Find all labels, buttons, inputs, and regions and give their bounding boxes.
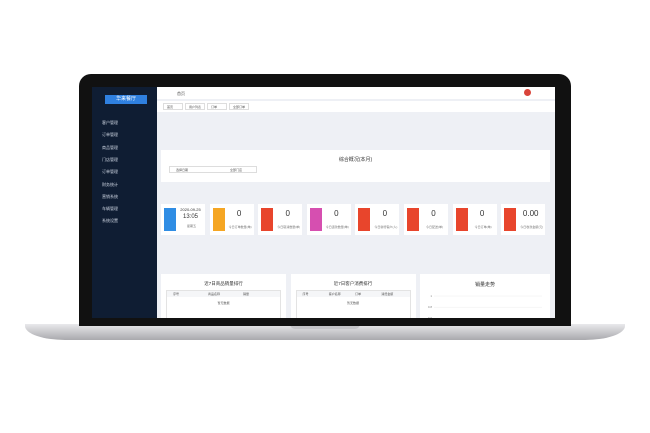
column-header: 客户名称 [328,292,341,296]
menu-item[interactable]: 订单管理 [102,132,118,138]
stat-card: 2020-09-25 13:05 星期五 [161,204,205,235]
stat-card: 0 今日配送(单) [404,204,448,235]
sidebar: 华来餐厅 客户管理 订单管理 商品管理 门店管理 订单管理 财务统计 营销系统 车辆管理 系统设… [92,87,157,318]
y-tick-label: 1 [430,294,432,298]
stat-label: 今日新增客户(人) [374,225,398,229]
stat-card: 0 今日取消数量(单) [258,204,303,235]
stat-value: 0 [285,209,290,218]
empty-text: 暂无数据 [346,301,359,305]
stat-value: 0 [479,209,485,218]
stat-value: 0.00 [522,209,539,218]
stat-card: 0 今日新增客户(人) [355,204,400,235]
table: 序号 客户名称 订单 消费金额暂无数据 [295,290,411,318]
filter-label: 全部门店 [230,168,243,172]
menu-item[interactable]: 系统设置 [102,218,118,224]
chart-title: 销量走势 [474,282,495,288]
stat-icon [309,208,322,231]
top-bar: 首页 [157,87,555,99]
stat-label: 今日取消数量(单) [277,225,301,229]
laptop-base [25,324,625,340]
stat-date: 2020-09-25 [180,207,201,212]
stat-icon [212,208,225,231]
y-tick-label: 0.6 [428,316,433,318]
menu-item[interactable]: 财务统计 [102,181,118,187]
table-header: 序号 商品名称 销量 [167,291,280,297]
stat-icon [358,208,371,231]
table-panel: 近7日商品销量排行序号商品名称销量暂无数据查看更多 [161,274,286,318]
overview-title: 综合概况(本月) [338,157,373,163]
stat-icon [407,208,419,231]
avatar[interactable] [524,89,531,96]
column-header: 消费金额 [381,292,394,296]
column-header: 序号 [302,292,309,296]
date-filter[interactable]: 选择日期 全部门店 [169,166,257,173]
stat-label: 今日订单(单) [474,225,492,229]
logo[interactable]: 华来餐厅 [105,95,147,104]
y-tick-label: 0.8 [428,305,433,309]
tab[interactable]: 全部订单 [229,103,249,110]
menu-item[interactable]: 商品管理 [102,144,118,150]
stat-label: 今日收款金额(元) [520,225,544,229]
tab[interactable]: 用户列表 [185,103,205,110]
column-header: 销量 [243,292,250,296]
stat-card: 0 今日订单(单) [452,204,497,235]
stat-icon [164,208,176,231]
column-header: 订单 [355,292,362,296]
tab-bar: 首页 用户列表 订单 全部订单 [157,101,555,112]
stat-card: 0.00 今日收款金额(元) [501,204,546,235]
stat-value: 0 [334,209,339,218]
table-panel: 近7日客户消费排行序号客户名称订单消费金额暂无数据查看更多 [290,274,416,318]
stat-value: 0 [382,209,388,218]
tab[interactable]: 订单 [207,103,227,110]
stat-icon [455,208,468,231]
menu-item[interactable]: 客户管理 [102,120,118,125]
stat-value: 0 [431,209,436,218]
filter-label: 选择日期 [176,168,189,172]
stat-label: 今日订单数量(单) [228,225,252,229]
screen: 华来餐厅 客户管理 订单管理 商品管理 门店管理 订单管理 财务统计 营销系统 车辆管理 系统设… [92,87,555,318]
table: 序号 商品名称 销量暂无数据 [166,290,281,318]
stat-card: 0 今日退款数量(单) [306,204,351,235]
panel-title: 近7日客户消费排行 [333,281,373,286]
column-header: 商品名称 [208,292,221,296]
breadcrumb: 首页 [177,91,185,96]
tab[interactable]: 首页 [163,103,183,110]
chart: 00.20.40.60.8109-1909-2009-2109-2209-230… [428,294,542,318]
stat-value: 0 [236,209,242,218]
column-header: 序号 [173,292,180,296]
empty-text: 暂无数据 [217,301,230,305]
menu-item[interactable]: 车辆管理 [102,206,118,212]
menu-item[interactable]: 门店管理 [102,156,118,162]
laptop-notch [290,324,360,329]
chart-panel: 销量走势 00.20.40.60.8109-1909-2009-2109-220… [420,274,550,318]
overview: 综合概况(本月) 选择日期 全部门店 [161,150,550,182]
stat-value: 13:05 [182,214,198,220]
stat-label: 星期五 [186,224,196,228]
panel-title: 近7日商品销量排行 [204,281,243,286]
stat-icon [261,208,274,231]
table-header: 序号 客户名称 订单 消费金额 [296,291,410,297]
stat-label: 今日退款数量(单) [325,225,349,229]
stat-label: 今日配送(单) [426,225,443,229]
menu-item[interactable]: 订单管理 [102,169,118,175]
stat-card: 0 今日订单数量(单) [209,204,254,235]
menu-item[interactable]: 营销系统 [102,193,118,199]
stat-icon [504,208,517,231]
